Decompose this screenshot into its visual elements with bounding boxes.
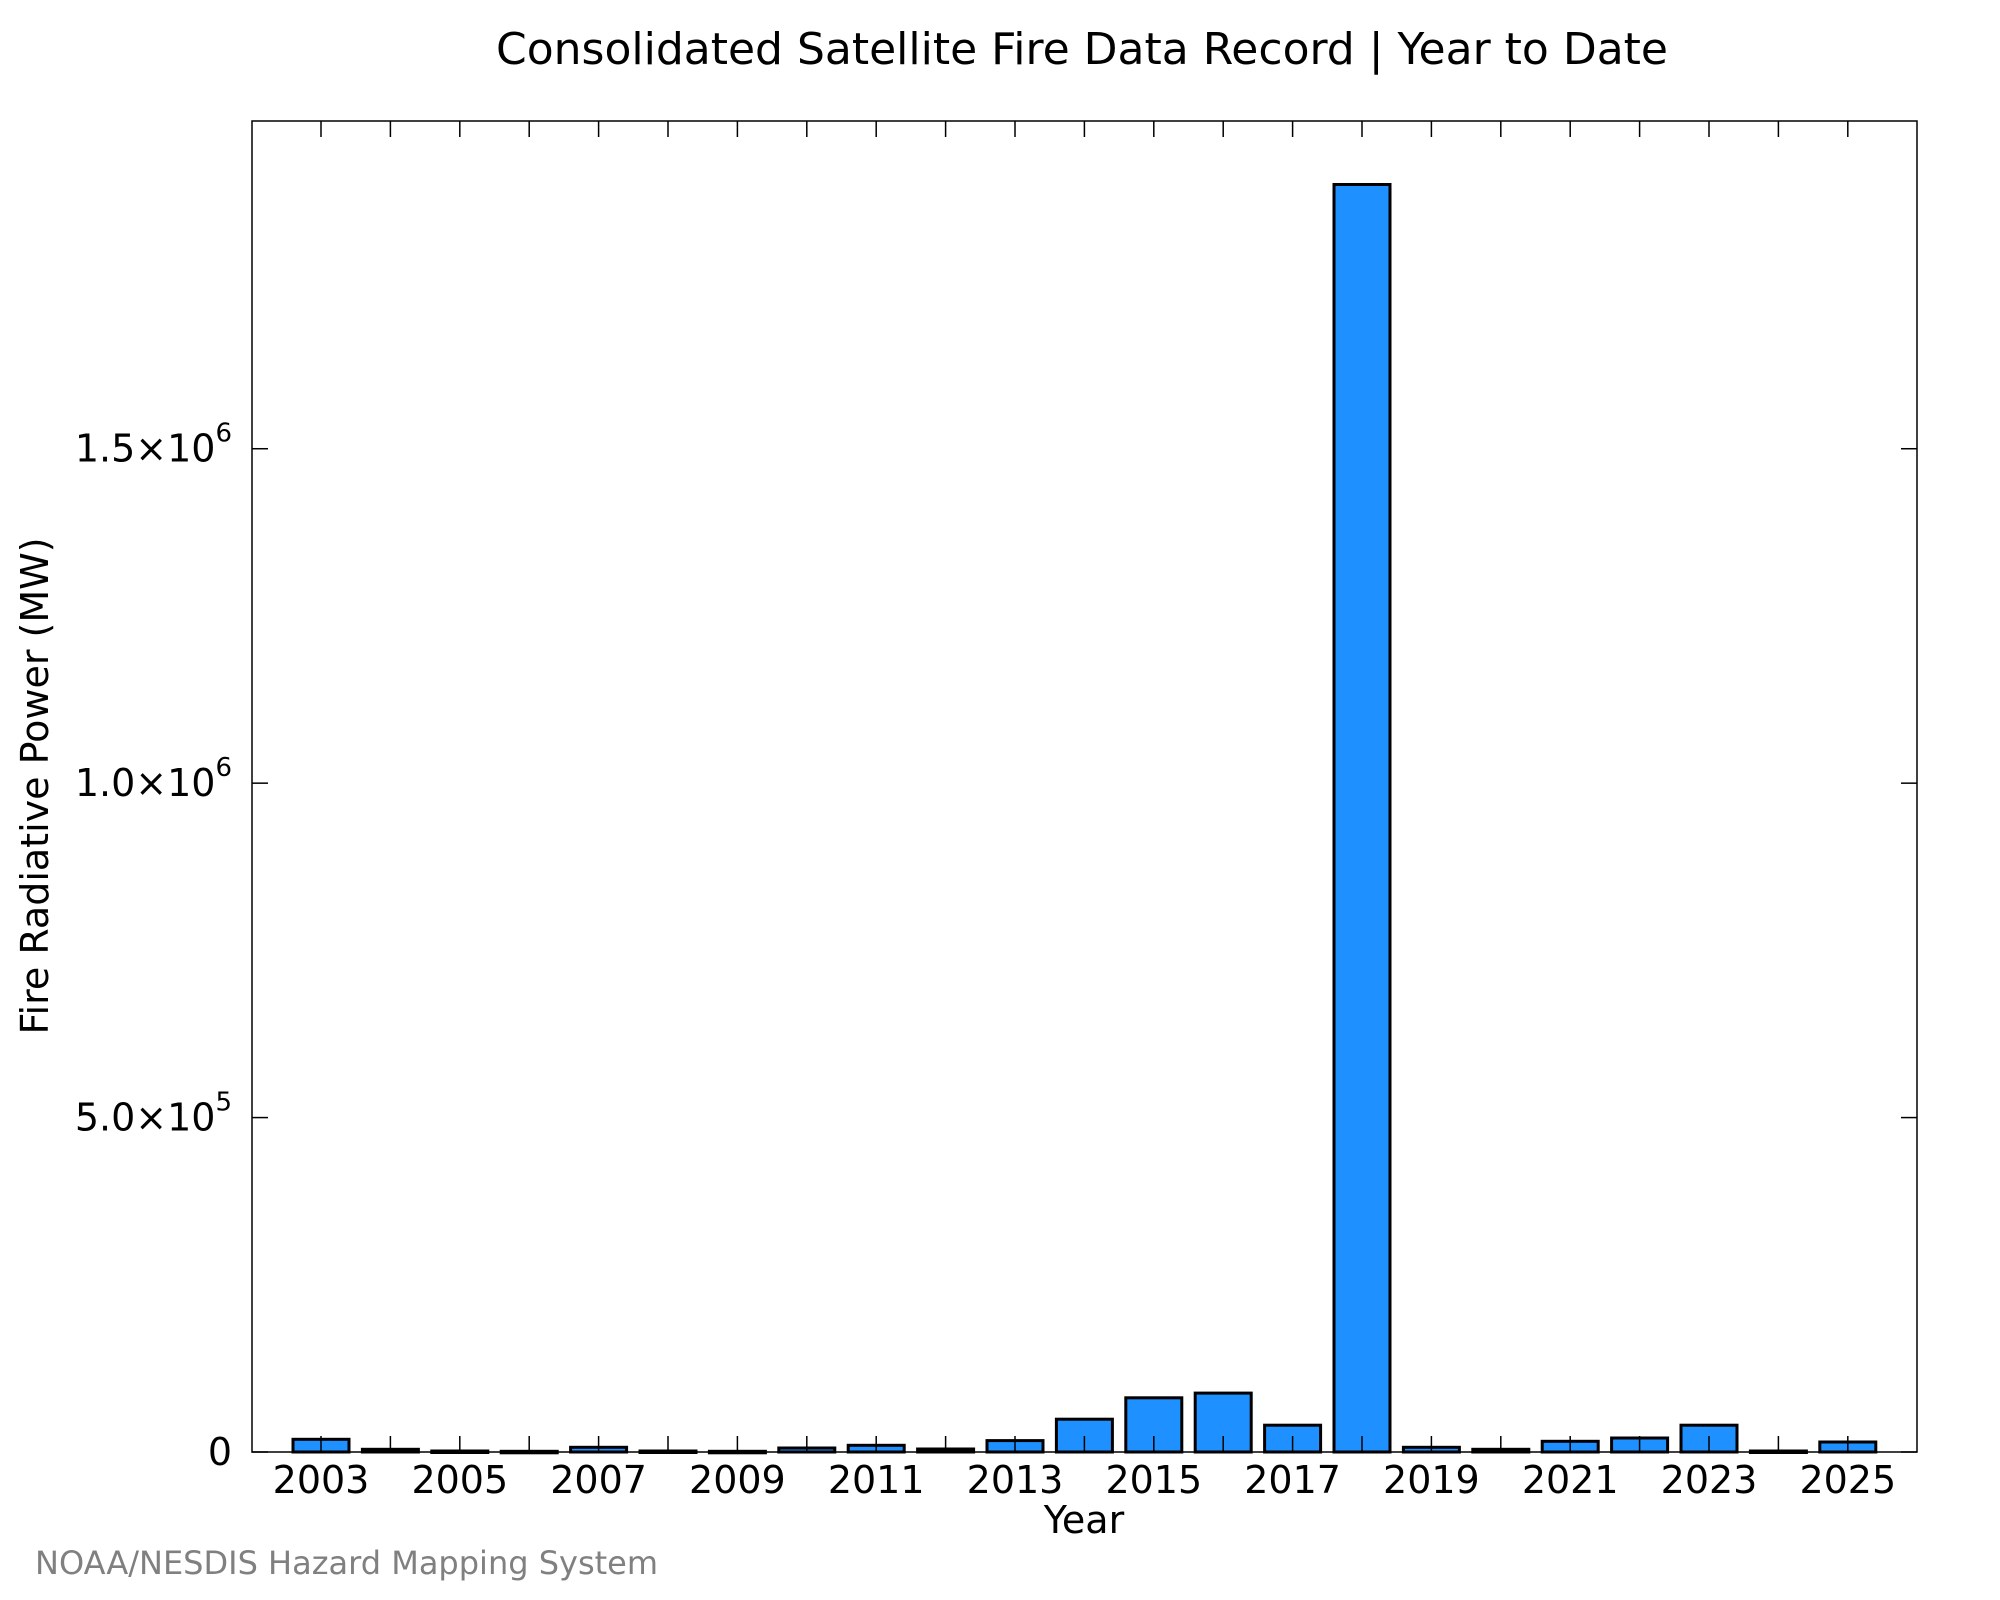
x-tick-label-2021: 2021 bbox=[1522, 1458, 1619, 1502]
bars-group bbox=[291, 183, 1878, 1455]
x-tick-label-2025: 2025 bbox=[1799, 1458, 1896, 1502]
y-axis-label: Fire Radiative Power (MW) bbox=[13, 537, 57, 1034]
x-axis-ticks: 2003 2005 2007 2009 2011 2013 2015 2017 2019 2021… bbox=[273, 121, 1896, 1502]
y-tick-label-500000: 5.0×105 bbox=[75, 1088, 232, 1140]
x-tick-label-2011: 2011 bbox=[828, 1458, 925, 1502]
x-tick-label-2005: 2005 bbox=[411, 1458, 508, 1502]
x-tick-label-2007: 2007 bbox=[550, 1458, 647, 1502]
y-tick-label-1000000: 1.0×106 bbox=[75, 753, 232, 805]
x-tick-label-2019: 2019 bbox=[1383, 1458, 1480, 1502]
y-tick-label-1500000: 1.5×106 bbox=[75, 419, 232, 471]
credit-text: NOAA/NESDIS Hazard Mapping System bbox=[35, 1544, 658, 1582]
bar-2018 bbox=[1332, 183, 1392, 1454]
plot-frame bbox=[251, 120, 1918, 1453]
x-tick-label-2009: 2009 bbox=[689, 1458, 786, 1502]
y-tick-label-0: 0 bbox=[208, 1430, 232, 1474]
x-tick-label-2015: 2015 bbox=[1105, 1458, 1202, 1502]
x-tick-label-2023: 2023 bbox=[1661, 1458, 1758, 1502]
x-axis-label: Year bbox=[1043, 1498, 1125, 1542]
x-tick-label-2003: 2003 bbox=[273, 1458, 370, 1502]
y-axis-ticks: 0 5.0×105 1.0×106 1.5×106 bbox=[75, 419, 1917, 1474]
x-tick-label-2017: 2017 bbox=[1244, 1458, 1341, 1502]
chart-title: Consolidated Satellite Fire Data Record … bbox=[496, 24, 1668, 75]
x-tick-label-2013: 2013 bbox=[967, 1458, 1064, 1502]
